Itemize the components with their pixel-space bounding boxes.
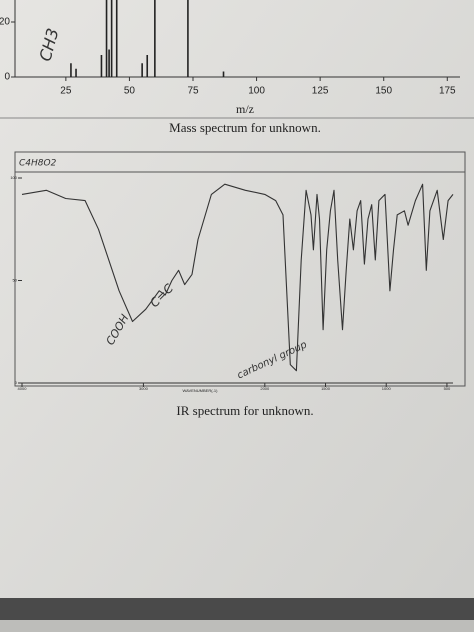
bar (108, 49, 110, 77)
x-tick-label: 3000 (139, 386, 149, 391)
bar (115, 0, 118, 77)
x-tick-label: 4000 (18, 386, 28, 391)
bar (222, 71, 225, 77)
x-tick-label: 125 (312, 86, 329, 97)
y-tick-label: 0 (4, 72, 10, 83)
x-tick-label: 1500 (321, 386, 331, 391)
x-tick-label: 2000 (260, 386, 270, 391)
ir-frame (14, 151, 466, 387)
bar (75, 68, 77, 77)
x-tick-label: 175 (439, 86, 456, 97)
ir-caption: IR spectrum for unknown. (176, 403, 313, 418)
bar (146, 55, 149, 77)
x-tick-label: 1000 (382, 386, 392, 391)
bar (141, 63, 143, 77)
bar (110, 0, 113, 77)
y-tick-label: 100 (10, 175, 17, 180)
x-tick-label: 75 (187, 86, 199, 97)
bar (100, 55, 103, 77)
bar (154, 0, 156, 77)
y-tick-label: 20 (0, 17, 10, 28)
bar (187, 0, 189, 77)
ms-caption: Mass spectrum for unknown. (169, 120, 321, 135)
x-tick-label: 25 (60, 86, 72, 97)
bottom-edge (0, 620, 474, 632)
x-tick-label: 100 (248, 86, 265, 97)
y-tick-label: 50 (13, 278, 18, 283)
x-tick-label: 50 (124, 86, 136, 97)
dark-band (0, 598, 474, 620)
y-tick-label: 0 (15, 380, 18, 385)
bar (70, 63, 72, 77)
bar (105, 0, 108, 77)
x-tick-label: 500 (444, 386, 451, 391)
ir-x-label: WAVENUMBER(-1) (183, 388, 219, 393)
x-tick-label: 150 (375, 86, 392, 97)
ms-x-label: m/z (236, 102, 254, 116)
annotation: C4H8O2 (19, 159, 57, 169)
ir-trace (21, 183, 454, 372)
